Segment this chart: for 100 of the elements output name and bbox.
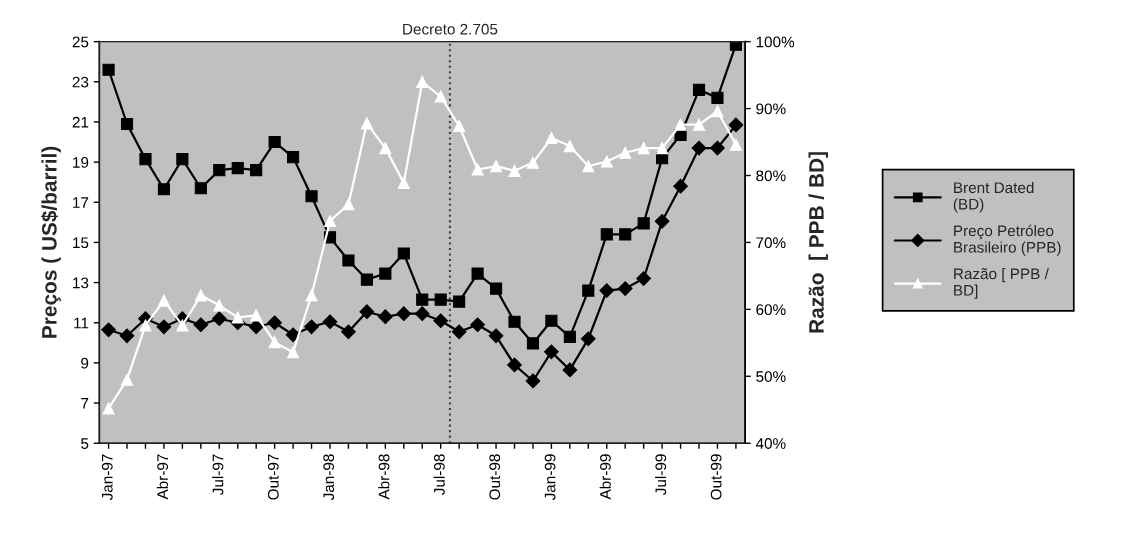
- point: [379, 267, 392, 280]
- point: [305, 190, 318, 203]
- point: [600, 155, 613, 168]
- point: [139, 153, 152, 166]
- x-tick-label: Jan-98: [323, 454, 335, 501]
- point: [101, 322, 116, 338]
- x-tick-label: Jul-98: [433, 454, 445, 496]
- point: [453, 295, 466, 308]
- point: [471, 163, 484, 176]
- point: [176, 153, 189, 166]
- point: [342, 254, 355, 267]
- point: [562, 362, 578, 378]
- point: [563, 139, 576, 153]
- point: [600, 228, 613, 241]
- point: [120, 373, 134, 386]
- point: [710, 140, 725, 156]
- point: [267, 315, 283, 331]
- y-tick-label: 13: [73, 277, 89, 289]
- point: [416, 75, 429, 88]
- point: [508, 164, 521, 177]
- point: [451, 324, 467, 340]
- y-tick-label: 21: [72, 116, 89, 128]
- y2-tick-label: 90%: [756, 103, 786, 115]
- point: [545, 131, 558, 145]
- point: [397, 247, 410, 260]
- y2-axis-title: Razão [ PPB / BD]: [808, 152, 828, 333]
- point: [692, 83, 706, 96]
- y2-tick-label: 60%: [756, 304, 786, 316]
- x-tick-label: Jan-99: [544, 454, 556, 501]
- x-tick-label: Out-98: [489, 454, 501, 500]
- point: [322, 314, 338, 330]
- y2-tick-label: 70%: [756, 237, 786, 249]
- point: [139, 319, 152, 332]
- point: [545, 314, 558, 327]
- point: [250, 309, 263, 322]
- point: [193, 317, 209, 333]
- point: [268, 336, 281, 349]
- point: [434, 90, 447, 103]
- ref-line-label: Decreto 2.705: [403, 23, 498, 35]
- point: [508, 315, 521, 328]
- point: [507, 357, 522, 373]
- point: [711, 91, 724, 104]
- point: [396, 306, 412, 322]
- point: [453, 119, 466, 133]
- point: [673, 178, 688, 194]
- y-tick-label: 15: [73, 237, 89, 249]
- y-tick-label: 23: [72, 76, 89, 88]
- y2-tick-label: 50%: [756, 371, 786, 382]
- point: [619, 146, 632, 159]
- point: [637, 217, 650, 230]
- point: [471, 267, 484, 280]
- point: [582, 284, 595, 297]
- point: [250, 164, 263, 177]
- point: [211, 311, 227, 327]
- point: [711, 105, 724, 118]
- y-tick-label: 9: [81, 357, 89, 369]
- y2-tick-label: 40%: [755, 438, 786, 449]
- point: [433, 313, 449, 329]
- x-tick-label: Abr-99: [599, 454, 611, 500]
- legend-label: Preço Petróleo Brasileiro (PPB): [954, 224, 1061, 256]
- point: [691, 140, 707, 156]
- point: [489, 160, 503, 173]
- point: [470, 317, 485, 333]
- point: [580, 331, 596, 347]
- point: [526, 156, 540, 169]
- point: [323, 214, 337, 228]
- y-tick-label: 17: [73, 197, 89, 208]
- point: [157, 183, 171, 196]
- point: [488, 328, 504, 344]
- point: [156, 319, 172, 335]
- point: [360, 273, 373, 286]
- y-tick-label: 5: [81, 438, 89, 449]
- point: [157, 294, 171, 307]
- point: [268, 135, 281, 149]
- point: [287, 151, 300, 164]
- point: [120, 117, 134, 131]
- point: [636, 271, 652, 286]
- y2-tick-label: 80%: [756, 170, 786, 182]
- y-tick-label: 25: [72, 36, 89, 48]
- point: [213, 164, 226, 177]
- point: [304, 319, 319, 335]
- x-tick-label: Abr-97: [156, 454, 169, 500]
- y2-tick-label: 100%: [756, 36, 795, 48]
- x-tick-label: Jul-97: [212, 454, 224, 496]
- point: [729, 41, 742, 51]
- point: [305, 289, 318, 302]
- point: [692, 118, 706, 131]
- legend-label: Razão [ PPB / BD]: [954, 267, 1049, 299]
- point: [544, 344, 559, 360]
- point: [397, 176, 410, 189]
- x-tick-label: Out-99: [710, 454, 722, 500]
- point: [674, 118, 687, 131]
- point: [582, 160, 595, 173]
- point: [525, 373, 541, 389]
- point: [619, 228, 632, 241]
- y-tick-label: 7: [81, 398, 89, 409]
- point: [377, 309, 393, 325]
- x-tick-label: Jan-97: [101, 454, 113, 501]
- point: [359, 304, 375, 320]
- point: [231, 162, 244, 175]
